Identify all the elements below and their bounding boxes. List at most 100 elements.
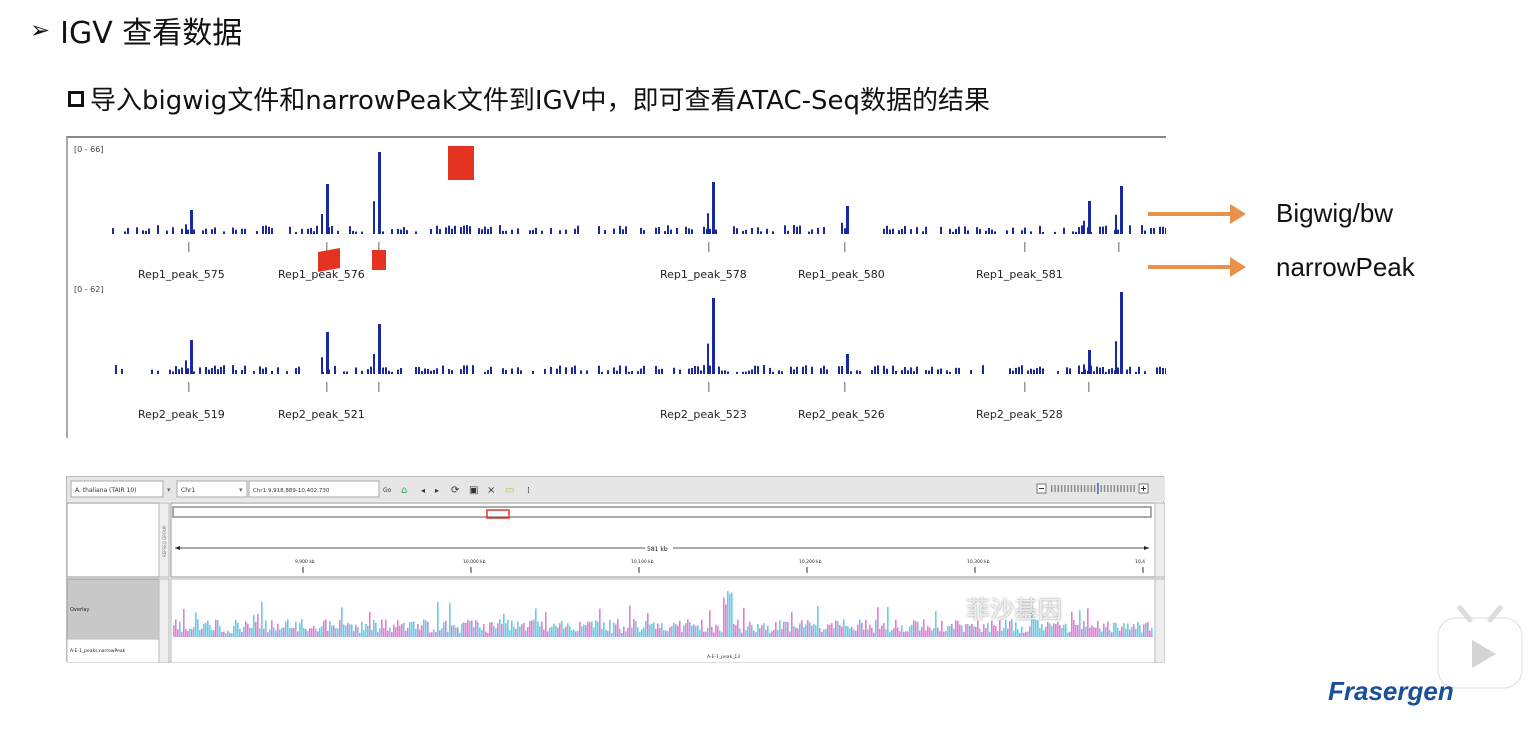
overlay-bar	[431, 632, 433, 637]
overlay-bar	[427, 621, 429, 637]
signal-bar	[955, 228, 957, 234]
overlay-bar	[1005, 619, 1007, 637]
signal-bar	[895, 370, 897, 374]
overlay-bar	[173, 625, 175, 637]
overlay-bar	[443, 622, 445, 637]
signal-bar	[1135, 371, 1137, 374]
overlay-bar	[215, 619, 217, 637]
signal-bar	[121, 368, 123, 374]
overlay-bar	[915, 621, 917, 637]
overlay-bar	[531, 620, 533, 637]
overlay-bar	[413, 621, 415, 637]
overlay-bar	[625, 631, 627, 637]
overlay-bar	[639, 632, 641, 637]
overlay-bar	[899, 631, 901, 637]
overlay-bar	[827, 624, 829, 637]
play-icon[interactable]	[1434, 604, 1526, 694]
overlay-bar	[299, 623, 301, 637]
overlay-bar	[767, 625, 769, 637]
overlay-bar	[969, 625, 971, 637]
signal-bar	[256, 231, 258, 234]
overlay-bar	[753, 630, 755, 637]
overlay-bar	[177, 629, 179, 637]
arrow-right-icon	[1148, 257, 1246, 277]
signal-bar	[313, 231, 315, 234]
signal-bar	[232, 227, 234, 234]
signal-bar	[124, 231, 126, 234]
overlay-bar	[551, 626, 553, 637]
signal-bar	[724, 370, 726, 374]
zoom-tick	[1126, 485, 1129, 492]
overlay-bar	[1143, 624, 1145, 637]
signal-bar	[454, 225, 456, 234]
feature-label: A-E-1_peak_13	[707, 654, 740, 660]
overlay-bar	[619, 628, 621, 637]
overlay-bar	[225, 632, 227, 637]
overlay-bar	[1151, 627, 1153, 637]
signal-bar	[235, 370, 237, 374]
signal-bar	[370, 366, 372, 374]
overlay-bar	[845, 625, 847, 637]
overlay-bar	[357, 627, 359, 637]
signal-bar	[640, 227, 642, 234]
signal-bar	[1120, 186, 1123, 234]
signal-bar	[571, 367, 573, 374]
zoom-tick	[1110, 485, 1112, 492]
overlay-bar	[541, 621, 543, 637]
overlay-bar	[977, 620, 979, 637]
overlay-bar	[675, 624, 677, 637]
overlay-bar	[701, 619, 703, 637]
signal-bar	[187, 368, 189, 374]
signal-bar	[1066, 367, 1068, 374]
signal-bar	[397, 228, 399, 234]
signal-bar	[397, 369, 399, 374]
overlay-bar	[275, 630, 277, 637]
signal-bar	[178, 369, 180, 374]
signal-bar	[418, 366, 420, 374]
zoom-tick	[1130, 485, 1132, 492]
overlay-bar	[487, 632, 489, 637]
overlay-bar	[715, 624, 717, 637]
overlay-bar	[703, 631, 705, 637]
signal-bar	[820, 368, 822, 374]
igv-tracks-svg: [0 - 66] Rep1_peak_575 Rep1_peak_576 Rep1_p…	[74, 145, 1167, 421]
signal-bar	[442, 365, 444, 374]
signal-bar	[586, 370, 588, 374]
overlay-bar	[723, 597, 725, 637]
signal-bar	[205, 228, 207, 234]
overlay-bar	[247, 623, 249, 637]
overlay-bar	[403, 622, 405, 637]
signal-bar	[982, 365, 984, 374]
overlay-bar	[505, 623, 507, 637]
overlay-bar	[253, 614, 255, 637]
signal-bar	[892, 228, 894, 234]
signal-bar	[763, 365, 765, 374]
overlay-bar	[805, 624, 807, 637]
overlay-bar	[935, 611, 937, 637]
signal-bar	[769, 367, 771, 374]
overlay-bar	[743, 607, 745, 637]
overlay-bar	[569, 626, 571, 637]
signal-bar	[925, 226, 927, 234]
signal-bar	[742, 371, 744, 374]
overlay-bar	[919, 630, 921, 637]
signal-bar	[967, 230, 969, 234]
overlay-bar	[455, 627, 457, 637]
overlay-bar	[755, 632, 757, 637]
signal-bar	[1021, 230, 1023, 234]
overlay-bar	[1145, 622, 1147, 637]
signal-bar	[136, 227, 138, 234]
overlay-bar	[601, 628, 603, 637]
overlay-bar	[415, 628, 417, 637]
overlay-bar	[841, 626, 843, 637]
signal-bar	[850, 371, 852, 374]
signal-bar	[235, 229, 237, 234]
signal-bar	[487, 228, 489, 234]
overlay-bar	[309, 628, 311, 637]
signal-bar	[1165, 368, 1167, 374]
overlay-bar	[1125, 628, 1127, 637]
overlay-bar	[857, 624, 859, 637]
overlay-bar	[1121, 626, 1123, 637]
track-range-label: [0 - 62]	[74, 285, 103, 294]
signal-bar	[958, 367, 960, 374]
